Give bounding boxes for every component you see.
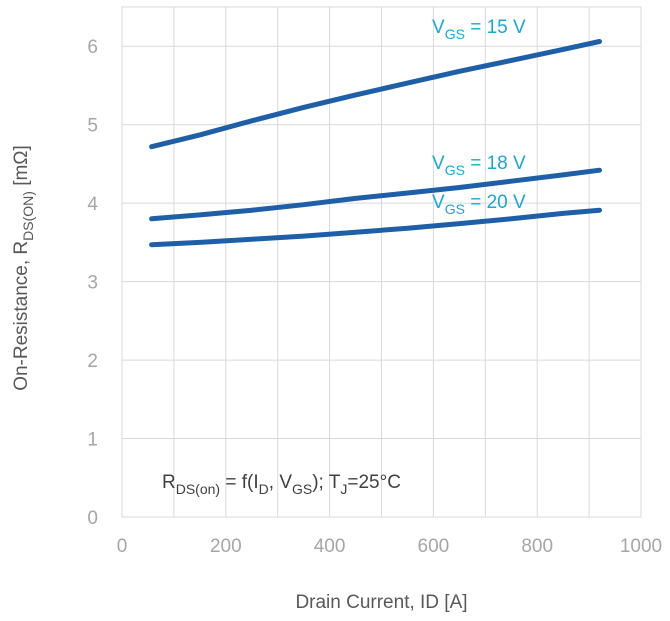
x-tick-label: 400 [314, 536, 346, 557]
series-label-main: V [432, 192, 445, 213]
x-axis-ticks: 0 200 400 600 800 1000 [117, 536, 662, 557]
series-label-main: V [432, 153, 445, 174]
y-tick-label: 2 [87, 351, 98, 372]
series-label-sub: GS [445, 201, 465, 217]
annotation-text: , V [269, 472, 293, 493]
annotation-subscript: D [259, 481, 269, 497]
series-line-vgs-20 [149, 207, 602, 248]
x-tick-label: 600 [418, 536, 450, 557]
x-axis-title: Drain Current, ID [A] [295, 592, 467, 613]
series-label-rest: = 20 V [465, 192, 526, 213]
annotation-text: =25°C [347, 472, 401, 493]
series-label-rest: = 15 V [465, 17, 526, 38]
annotation-text: ); T [312, 472, 341, 493]
y-tick-label: 0 [87, 508, 98, 529]
y-tick-label: 1 [87, 430, 98, 451]
annotation-subscript: DS(on) [176, 481, 220, 497]
series-label-vgs-20: VGS = 20 V [432, 192, 526, 217]
x-tick-label: 1000 [620, 536, 662, 557]
annotation-subscript: J [340, 481, 347, 497]
y-axis-ticks: 0 1 2 3 4 5 6 [87, 37, 98, 529]
y-tick-label: 5 [87, 116, 98, 137]
series-label-vgs-15: VGS = 15 V [432, 17, 526, 42]
annotation-text: = f(I [220, 472, 259, 493]
x-tick-label: 800 [521, 536, 553, 557]
series-line-vgs-15 [149, 39, 602, 150]
y-tick-label: 6 [87, 37, 98, 58]
series-label-vgs-18: VGS = 18 V [432, 153, 526, 178]
series-label-main: V [432, 17, 445, 38]
y-axis-title-sub: DS(ON) [20, 191, 36, 241]
series-group [149, 39, 602, 248]
y-axis-title: On-Resistance, RDS(ON) [mΩ] [11, 145, 36, 391]
series-line-vgs-18 [149, 167, 602, 222]
y-axis-title-unit: [mΩ] [11, 145, 32, 191]
y-axis-title-main: On-Resistance, R [11, 241, 32, 391]
y-tick-label: 4 [87, 194, 98, 215]
series-label-sub: GS [445, 162, 465, 178]
y-tick-label: 3 [87, 273, 98, 294]
series-label-rest: = 18 V [465, 153, 526, 174]
conditions-annotation: RDS(on) = f(ID, VGS); TJ=25°C [162, 472, 401, 497]
grid [122, 7, 641, 517]
series-label-sub: GS [445, 26, 465, 42]
plot-frame [121, 6, 642, 518]
x-tick-label: 0 [117, 536, 128, 557]
annotation-subscript: GS [292, 481, 312, 497]
x-tick-label: 200 [210, 536, 242, 557]
annotation-text: R [162, 472, 176, 493]
